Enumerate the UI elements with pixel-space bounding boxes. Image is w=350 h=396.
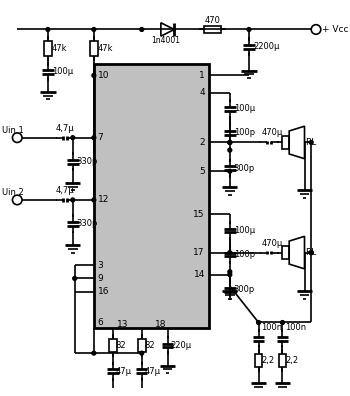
Text: Uin 1: Uin 1 <box>2 126 24 135</box>
Circle shape <box>228 251 232 255</box>
Circle shape <box>247 28 251 31</box>
Text: 10: 10 <box>98 71 109 80</box>
Text: 17: 17 <box>194 248 205 257</box>
Text: 82: 82 <box>116 341 126 350</box>
Text: 6: 6 <box>98 318 103 327</box>
Bar <box>138 339 146 352</box>
Circle shape <box>46 28 50 31</box>
Circle shape <box>71 136 75 139</box>
Text: 470µ: 470µ <box>261 238 283 248</box>
Text: 2: 2 <box>199 138 205 147</box>
Bar <box>94 64 209 328</box>
Bar <box>90 41 98 56</box>
Circle shape <box>228 148 232 152</box>
Circle shape <box>140 351 144 355</box>
Text: + Vcc: + Vcc <box>322 25 348 34</box>
Circle shape <box>309 251 313 255</box>
Text: 4: 4 <box>199 88 205 97</box>
Bar <box>109 339 117 352</box>
Text: 330p: 330p <box>77 219 98 228</box>
Circle shape <box>309 141 313 145</box>
Circle shape <box>228 169 232 173</box>
Text: 100n: 100n <box>285 323 307 332</box>
Text: 4,7µ: 4,7µ <box>56 124 74 133</box>
Text: RL: RL <box>306 138 317 147</box>
Text: 300p: 300p <box>234 286 255 295</box>
Text: 13: 13 <box>117 320 128 329</box>
Text: 1n4001: 1n4001 <box>151 36 180 46</box>
Text: 100µ: 100µ <box>234 105 255 113</box>
Text: 100p: 100p <box>234 250 255 259</box>
Polygon shape <box>161 23 174 36</box>
Text: 9: 9 <box>98 274 103 283</box>
Text: 18: 18 <box>155 320 167 329</box>
Text: 470: 470 <box>205 16 221 25</box>
Circle shape <box>228 270 232 274</box>
Text: 4,7µ: 4,7µ <box>56 186 74 195</box>
Text: 2200µ: 2200µ <box>254 42 280 51</box>
Circle shape <box>257 321 260 324</box>
Text: 15: 15 <box>194 210 205 219</box>
Text: 16: 16 <box>98 287 109 296</box>
Circle shape <box>228 141 232 145</box>
Text: 5: 5 <box>199 167 205 176</box>
Circle shape <box>140 28 144 31</box>
Text: 100µ: 100µ <box>52 67 73 76</box>
Circle shape <box>71 198 75 202</box>
Text: 220µ: 220µ <box>170 341 191 350</box>
Text: 330p: 330p <box>77 157 98 166</box>
Bar <box>282 136 289 149</box>
Bar <box>204 26 221 33</box>
Circle shape <box>13 195 22 205</box>
Text: 82: 82 <box>145 341 155 350</box>
Text: 100µ: 100µ <box>234 226 255 235</box>
Text: 7: 7 <box>98 133 103 142</box>
Polygon shape <box>289 126 304 159</box>
Circle shape <box>92 74 96 77</box>
Circle shape <box>92 28 96 31</box>
Circle shape <box>228 273 232 276</box>
Text: 12: 12 <box>98 195 109 204</box>
Text: 14: 14 <box>194 270 205 279</box>
Bar <box>282 246 289 259</box>
Bar <box>279 354 286 367</box>
Text: 2,2: 2,2 <box>261 356 274 365</box>
Circle shape <box>92 351 96 355</box>
Circle shape <box>92 198 96 202</box>
Circle shape <box>228 141 232 145</box>
Text: 100n: 100n <box>261 323 282 332</box>
Text: 47µ: 47µ <box>116 367 132 376</box>
Bar <box>44 41 52 56</box>
Text: 2,2: 2,2 <box>285 356 299 365</box>
Text: 470µ: 470µ <box>261 128 283 137</box>
Bar <box>255 354 262 367</box>
Circle shape <box>73 276 77 280</box>
Text: 47µ: 47µ <box>145 367 161 376</box>
Text: 100p: 100p <box>234 128 255 137</box>
Circle shape <box>281 321 285 324</box>
Circle shape <box>13 133 22 143</box>
Text: 3: 3 <box>98 261 103 270</box>
Text: Uin 2: Uin 2 <box>2 188 24 197</box>
Text: 47k: 47k <box>52 44 67 53</box>
Text: 1: 1 <box>199 71 205 80</box>
Text: 47k: 47k <box>98 44 113 53</box>
Circle shape <box>311 25 321 34</box>
Text: RL: RL <box>306 248 317 257</box>
Circle shape <box>92 136 96 139</box>
Circle shape <box>309 251 313 255</box>
Polygon shape <box>289 236 304 269</box>
Text: 300p: 300p <box>234 164 255 173</box>
